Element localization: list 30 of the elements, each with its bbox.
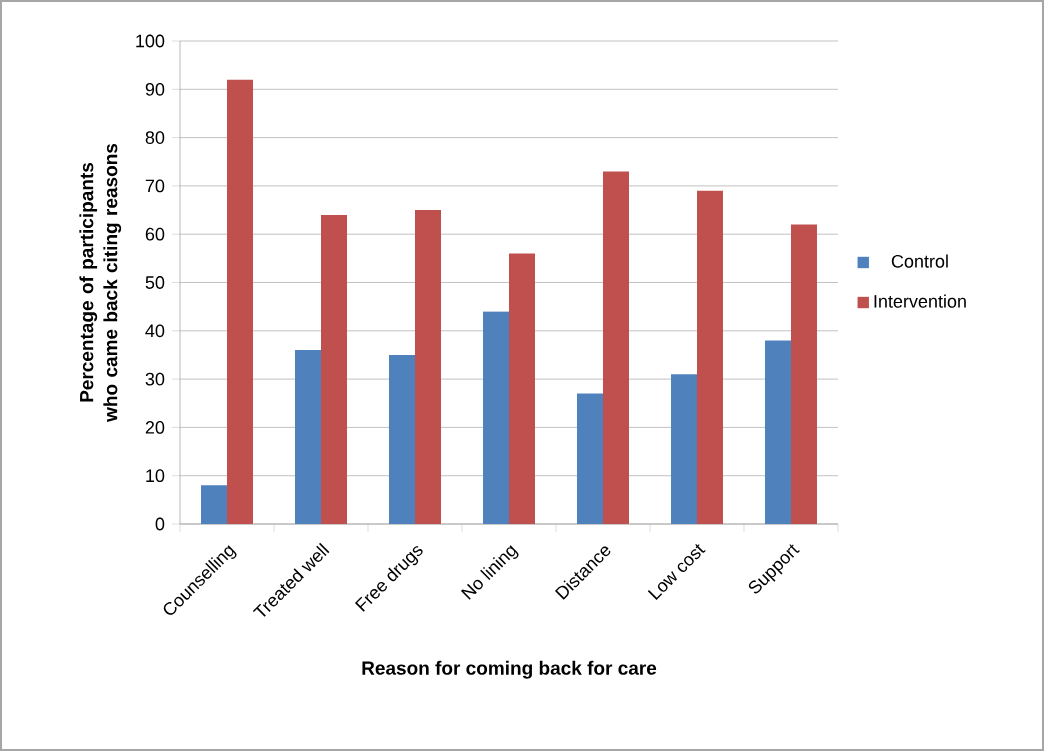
y-tick-label: 0 xyxy=(155,517,165,531)
bar xyxy=(670,374,697,524)
bar xyxy=(509,253,535,524)
bar xyxy=(415,210,441,524)
bar xyxy=(602,171,629,524)
y-tick-label: 100 xyxy=(136,34,165,48)
y-tick-label: 40 xyxy=(145,324,165,338)
y-axis-title: Percentage of participants who came back citing reasons xyxy=(79,143,122,422)
x-tick-label: Low cost xyxy=(647,544,706,600)
bar xyxy=(321,214,347,524)
y-tick-label: 10 xyxy=(146,469,165,483)
bar xyxy=(389,354,415,524)
bar xyxy=(201,485,228,524)
x-axis-title: Reason for coming back for care xyxy=(362,660,657,679)
y-tick-label: 90 xyxy=(145,82,165,96)
bar xyxy=(295,350,322,524)
y-tick-label: 70 xyxy=(145,179,165,193)
bar xyxy=(764,340,791,524)
y-tick-label: 80 xyxy=(145,131,165,144)
y-tick-label: 30 xyxy=(145,372,165,386)
y-tick-label: 50 xyxy=(145,276,165,289)
legend-label: Control xyxy=(891,254,948,268)
bar xyxy=(483,311,509,524)
bar xyxy=(576,393,603,524)
y-tick-label: 20 xyxy=(145,421,165,434)
legend-label: Intervention xyxy=(874,294,966,308)
bar xyxy=(696,190,723,524)
bar xyxy=(790,224,817,524)
y-tick-label: 60 xyxy=(145,227,165,241)
bar xyxy=(227,79,253,524)
